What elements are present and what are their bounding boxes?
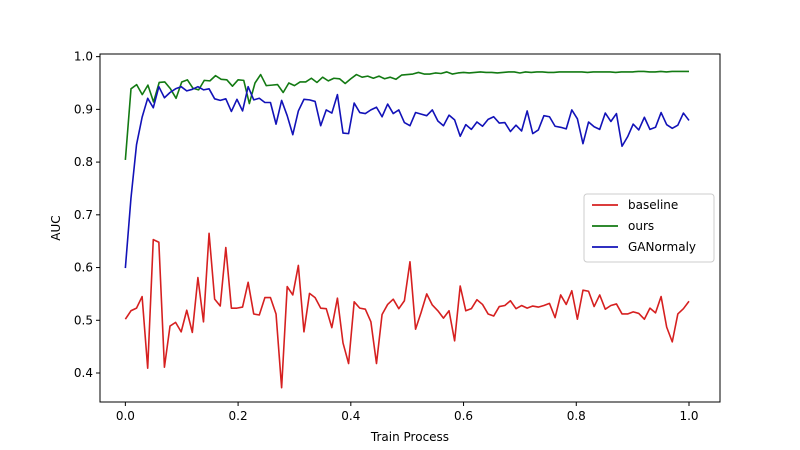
legend-label: GANormaly bbox=[628, 240, 696, 254]
series-line-ours bbox=[124, 70, 689, 161]
series-line-baseline bbox=[124, 232, 690, 389]
y-tick-label: 0.9 bbox=[74, 102, 93, 116]
x-tick-label: 0.2 bbox=[229, 409, 248, 423]
x-tick-label: 0.4 bbox=[341, 409, 360, 423]
y-tick-label: 0.8 bbox=[74, 155, 93, 169]
x-tick-label: 1.0 bbox=[679, 409, 698, 423]
y-tick-label: 0.7 bbox=[74, 208, 93, 222]
plot-frame bbox=[99, 53, 721, 403]
legend: baseline ours GANormaly bbox=[583, 193, 715, 263]
y-axis-label: AUC bbox=[49, 215, 63, 240]
y-tick-label: 0.6 bbox=[74, 261, 93, 275]
series-layer bbox=[124, 70, 690, 389]
x-tick-label: 0.8 bbox=[567, 409, 586, 423]
x-tick-label: 0.6 bbox=[454, 409, 473, 423]
x-axis-label: Train Process bbox=[370, 430, 449, 444]
x-tick-label: 0.0 bbox=[116, 409, 135, 423]
y-tick-label: 1.0 bbox=[74, 50, 93, 64]
legend-label: baseline bbox=[628, 198, 678, 212]
series-line-ganormaly bbox=[124, 85, 690, 269]
x-axis: 0.0 0.2 0.4 0.6 0.8 1.0 bbox=[116, 402, 699, 423]
y-tick-label: 0.4 bbox=[74, 366, 93, 380]
legend-label: ours bbox=[628, 219, 654, 233]
legend-box bbox=[583, 193, 715, 263]
y-tick-label: 0.5 bbox=[74, 313, 93, 327]
y-axis: 0.4 0.5 0.6 0.7 0.8 0.9 1.0 bbox=[74, 50, 100, 380]
